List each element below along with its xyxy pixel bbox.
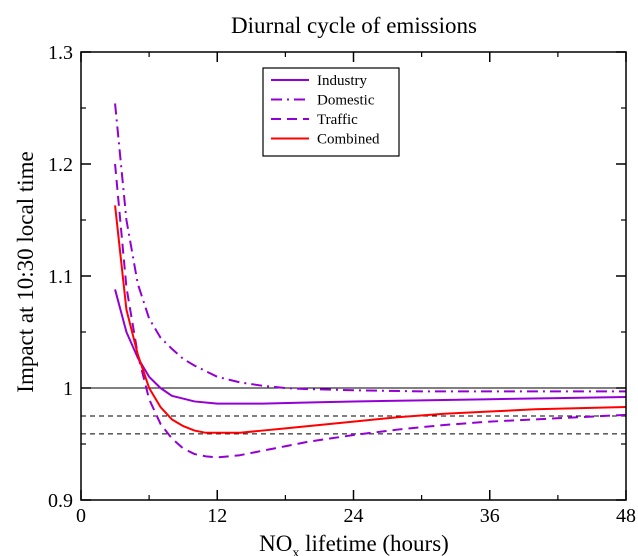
y-axis-label: Impact at 10:30 local time <box>13 151 38 392</box>
x-axis-label-rest: lifetime (hours) <box>299 531 448 556</box>
y-tick-label: 1.1 <box>48 266 73 288</box>
x-axis-label-subscript: x <box>292 546 299 556</box>
x-axis-label-main: NO <box>259 531 292 556</box>
x-axis-label: NOx lifetime (hours) <box>259 531 449 556</box>
legend-box <box>262 67 400 157</box>
y-tick-label: 1 <box>63 378 73 400</box>
series-line-combined <box>114 205 627 434</box>
series-line-domestic <box>114 103 626 393</box>
legend-label-combined: Combined <box>317 132 380 148</box>
legend: Industry Domestic Traffic Combined <box>262 67 400 157</box>
legend-label-industry: Industry <box>317 73 367 89</box>
legend-label-traffic: Traffic <box>317 112 358 128</box>
x-tick-label: 0 <box>76 505 86 527</box>
y-tick-label: 1.3 <box>48 42 73 64</box>
x-tick-label: 36 <box>480 505 500 527</box>
y-tick-label: 0.9 <box>48 490 73 512</box>
legend-label-domestic: Domestic <box>317 93 375 109</box>
x-tick-label: 48 <box>616 505 636 527</box>
x-tick-label: 24 <box>344 505 364 527</box>
chart-title: Diurnal cycle of emissions <box>231 13 477 38</box>
series-line-industry <box>114 289 627 405</box>
x-tick-label: 12 <box>207 505 227 527</box>
y-tick-label: 1.2 <box>48 154 73 176</box>
series-line-traffic <box>114 163 627 459</box>
plot-area: 0 12 24 36 48 0.9 1 1.1 1.2 1.3 <box>48 42 636 527</box>
